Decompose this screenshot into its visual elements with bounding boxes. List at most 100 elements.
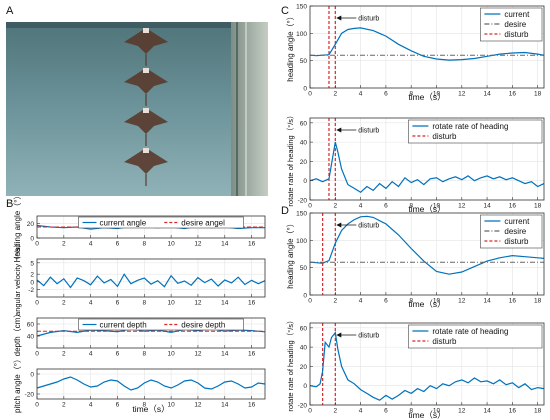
x-tick-label: 18 bbox=[534, 298, 542, 305]
legend-label: current depth bbox=[100, 321, 147, 330]
y-tick-label: 40 bbox=[300, 140, 308, 147]
x-tick-label: 12 bbox=[458, 298, 466, 305]
chart-c1: 0 50 100 150 0 2 4 6 8 10 12 14 16 18 heading angle（°）… bbox=[286, 4, 545, 102]
x-tick-label: 0 bbox=[35, 241, 39, 248]
robot-body bbox=[124, 28, 168, 54]
x-tick-label: 14 bbox=[483, 91, 491, 98]
x-axis-label: time（s） bbox=[408, 204, 445, 214]
annotation-arrow-head bbox=[336, 15, 342, 21]
x-tick-label: 14 bbox=[221, 241, 229, 248]
axes-frame bbox=[309, 322, 545, 406]
y-tick-label: 50 bbox=[300, 265, 308, 272]
y-tick-label: 60 bbox=[300, 120, 308, 127]
robot-frame bbox=[124, 148, 168, 186]
y-tick-label: 5 bbox=[30, 260, 34, 267]
x-tick-label: 6 bbox=[116, 402, 120, 409]
x-tick-label: 10 bbox=[433, 298, 441, 305]
x-tick-label: 0 bbox=[35, 351, 39, 358]
x-tick-label: 8 bbox=[142, 402, 146, 409]
axes-frame bbox=[36, 317, 266, 349]
x-tick-label: 2 bbox=[62, 241, 66, 248]
x-tick-label: 4 bbox=[359, 91, 363, 98]
x-tick-label: 2 bbox=[62, 402, 66, 409]
x-tick-label: 12 bbox=[458, 408, 466, 415]
y-tick-label: -20 bbox=[298, 403, 308, 410]
x-tick-label: 0 bbox=[35, 402, 39, 409]
legend-label: desire depth bbox=[181, 321, 225, 330]
y-tick-label: -2 bbox=[28, 287, 34, 294]
x-tick-label: 0 bbox=[35, 300, 39, 307]
y-tick-label: 0 bbox=[303, 86, 307, 93]
x-tick-label: 6 bbox=[116, 241, 120, 248]
x-tick-label: 2 bbox=[62, 300, 66, 307]
axes-frame bbox=[36, 215, 266, 239]
x-tick-label: 16 bbox=[248, 402, 256, 409]
legend-label: desire angel bbox=[181, 219, 225, 228]
x-tick-label: 14 bbox=[483, 408, 491, 415]
annotation-arrow-head bbox=[336, 222, 342, 228]
x-tick-label: 10 bbox=[168, 241, 176, 248]
panel-letter-c: C bbox=[281, 5, 289, 17]
legend-box bbox=[408, 119, 543, 144]
y-tick-label: 0 bbox=[30, 236, 34, 243]
y-tick-label: 40 bbox=[300, 345, 308, 352]
y-tick-label: 60 bbox=[27, 322, 35, 329]
y-tick-label: -20 bbox=[298, 198, 308, 205]
x-tick-label: 2 bbox=[333, 203, 337, 210]
robot-body bbox=[124, 148, 168, 174]
series-line bbox=[36, 328, 266, 337]
robot-marker bbox=[143, 148, 149, 153]
x-tick-label: 12 bbox=[458, 91, 466, 98]
x-tick-label: 0 bbox=[308, 91, 312, 98]
legend-label: disturb bbox=[432, 132, 457, 141]
x-tick-label: 8 bbox=[409, 91, 413, 98]
chart-b3: 40 60 0 2 4 6 8 10 12 14 16 depth（cm） current depth d… bbox=[13, 310, 266, 358]
manta-robot-photo bbox=[6, 22, 268, 196]
x-tick-label: 8 bbox=[409, 408, 413, 415]
x-tick-label: 18 bbox=[534, 91, 542, 98]
y-axis-label: depth（cm） bbox=[13, 310, 22, 357]
y-tick-label: -20 bbox=[25, 392, 35, 399]
x-tick-label: 4 bbox=[89, 300, 93, 307]
plot-area bbox=[37, 259, 265, 297]
legend-label: rotate rate of heading bbox=[432, 122, 508, 131]
robot-marker bbox=[143, 68, 149, 73]
annotation-label: disturb bbox=[358, 128, 379, 135]
x-tick-label: 16 bbox=[509, 408, 517, 415]
x-axis-label: time（s） bbox=[132, 404, 169, 414]
legend-label: current angle bbox=[100, 219, 147, 228]
x-tick-label: 2 bbox=[62, 351, 66, 358]
legend-label: desire bbox=[504, 227, 526, 236]
x-tick-label: 8 bbox=[142, 241, 146, 248]
x-tick-label: 6 bbox=[384, 298, 388, 305]
x-tick-label: 18 bbox=[534, 203, 542, 210]
x-tick-label: 4 bbox=[89, 351, 93, 358]
x-tick-label: 10 bbox=[433, 408, 441, 415]
y-tick-label: 150 bbox=[296, 211, 307, 218]
robot-frame bbox=[124, 28, 168, 66]
annotation-label: disturb bbox=[358, 16, 379, 23]
y-tick-label: 100 bbox=[296, 238, 307, 245]
legend-label: disturb bbox=[432, 337, 457, 346]
axes-frame bbox=[36, 368, 266, 400]
x-tick-label: 12 bbox=[194, 351, 202, 358]
x-tick-label: 4 bbox=[359, 203, 363, 210]
x-tick-label: 4 bbox=[359, 408, 363, 415]
robot-body bbox=[124, 68, 168, 94]
y-tick-label: 0 bbox=[30, 372, 34, 379]
y-tick-label: 0 bbox=[303, 293, 307, 300]
y-tick-label: 0 bbox=[303, 178, 307, 185]
y-tick-label: 0 bbox=[303, 383, 307, 390]
x-tick-label: 4 bbox=[89, 241, 93, 248]
x-tick-label: 0 bbox=[308, 203, 312, 210]
legend-label: current bbox=[504, 10, 530, 19]
x-tick-label: 8 bbox=[142, 351, 146, 358]
panel-letter-d: D bbox=[281, 205, 289, 217]
annotation-arrow-head bbox=[336, 332, 342, 338]
series-line bbox=[309, 215, 545, 275]
x-tick-label: 14 bbox=[483, 298, 491, 305]
chart-b1: 0 20 0 2 4 6 8 10 12 14 16 Heading angle（°） current … bbox=[13, 192, 266, 262]
